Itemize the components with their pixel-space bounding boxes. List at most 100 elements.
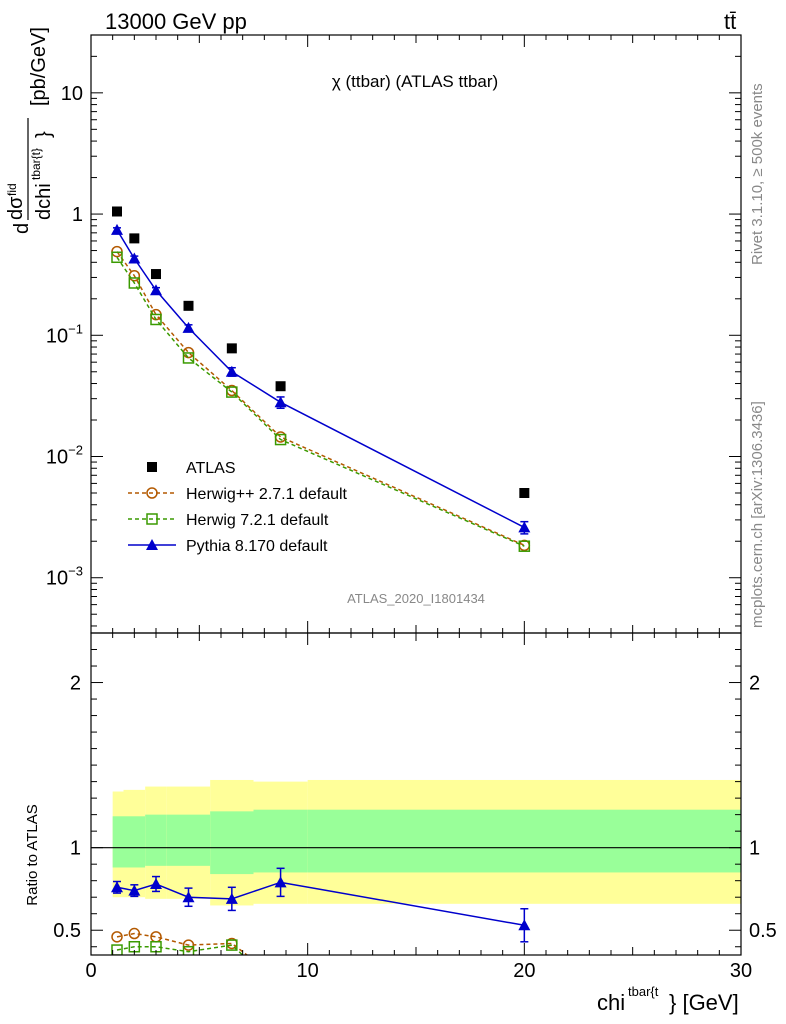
svg-text:dσ: dσ bbox=[5, 196, 27, 220]
ratio-point bbox=[128, 927, 141, 940]
legend-label: Herwig 7.2.1 default bbox=[186, 512, 329, 529]
data-point bbox=[275, 381, 286, 392]
data-point bbox=[128, 252, 141, 264]
series-line bbox=[116, 229, 525, 529]
svg-text:d: d bbox=[11, 223, 33, 234]
data-point bbox=[150, 284, 162, 296]
stat-uncertainty-band bbox=[210, 811, 254, 875]
data-point bbox=[274, 431, 287, 443]
ratio-y-tick-label: 2 bbox=[70, 673, 81, 695]
ratio-line bbox=[116, 944, 244, 955]
legend-entry-3: Pythia 8.170 default bbox=[128, 538, 328, 555]
x-tick-label: 20 bbox=[513, 960, 535, 982]
y-tick-label: 10 bbox=[61, 83, 83, 105]
rivet-label: Rivet 3.1.10, ≥ 500k events bbox=[749, 83, 766, 265]
ratio-line bbox=[116, 932, 248, 955]
process-label: tt̄ bbox=[724, 9, 736, 34]
svg-text:[pb/GeV]: [pb/GeV] bbox=[28, 27, 50, 106]
data-point bbox=[112, 206, 122, 217]
legend-label: Herwig++ 2.7.1 default bbox=[186, 486, 348, 503]
legend: ATLAS Herwig++ 2.7.1 default Herwig 7.2.1 … bbox=[128, 460, 348, 555]
legend-label: ATLAS bbox=[186, 460, 236, 477]
data-point bbox=[182, 352, 195, 364]
legend-marker bbox=[146, 513, 158, 525]
ratio-series-group bbox=[111, 867, 531, 955]
svg-text:} [GeV]: } [GeV] bbox=[669, 990, 739, 1015]
series-0 bbox=[112, 206, 530, 498]
ratio-point bbox=[225, 892, 238, 904]
ratio-series-2 bbox=[111, 867, 531, 943]
ratio-point bbox=[182, 891, 195, 903]
data-point bbox=[519, 487, 530, 498]
y-tick-label: 10−1 bbox=[46, 321, 83, 347]
data-point bbox=[129, 233, 140, 244]
data-point bbox=[274, 396, 287, 408]
ratio-y-axis-label: Ratio to ATLAS bbox=[24, 804, 41, 905]
ratio-point bbox=[226, 939, 238, 951]
ratio-point bbox=[182, 939, 195, 951]
svg-text:tbar{t}: tbar{t} bbox=[29, 148, 43, 180]
stat-uncertainty-band bbox=[307, 809, 741, 873]
ratio-y-tick-label: 0.5 bbox=[53, 920, 81, 942]
svg-text:fid: fid bbox=[5, 183, 19, 196]
svg-text:}: } bbox=[33, 131, 55, 138]
legend-entry-0: ATLAS bbox=[147, 460, 236, 477]
data-point bbox=[182, 321, 195, 333]
svg-text:chi: chi bbox=[597, 990, 625, 1015]
series-1 bbox=[111, 245, 531, 552]
x-tick-label: 30 bbox=[730, 960, 752, 982]
ratio-series-1 bbox=[111, 939, 244, 955]
data-point bbox=[111, 223, 123, 235]
ratio-panel-data bbox=[111, 867, 531, 955]
series-2 bbox=[111, 251, 531, 552]
ratio-y-tick-label-right: 0.5 bbox=[749, 920, 777, 942]
legend-label: Pythia 8.170 default bbox=[186, 538, 328, 555]
svg-text:tbar{t: tbar{t bbox=[628, 984, 659, 999]
ratio-point bbox=[518, 919, 531, 931]
legend-marker bbox=[146, 539, 158, 550]
data-point bbox=[226, 343, 237, 354]
ratio-uncertainty-bands bbox=[91, 779, 741, 906]
data-point bbox=[150, 313, 162, 326]
axes: 0 10 20 30 10−3 10−2 10−1 1 10 0.5 0.5 1 1 2 2 bbox=[46, 34, 777, 982]
ratio-point bbox=[274, 876, 287, 888]
data-point bbox=[111, 251, 123, 264]
svg-text:dchi: dchi bbox=[33, 183, 55, 220]
mcplots-label: mcplots.cern.ch [arXiv:1306.3436] bbox=[749, 401, 766, 628]
y-tick-label: 10−2 bbox=[46, 443, 83, 469]
x-tick-label: 10 bbox=[297, 960, 319, 982]
stat-uncertainty-band bbox=[123, 816, 146, 868]
ratio-point bbox=[150, 877, 162, 889]
main-panel-data bbox=[111, 206, 531, 552]
stat-uncertainty-band bbox=[166, 814, 211, 866]
ratio-series-0 bbox=[111, 927, 248, 955]
ratio-y-tick-label-right: 2 bbox=[749, 673, 760, 695]
analysis-id: ATLAS_2020_I1801434 bbox=[347, 591, 485, 606]
main-y-axis-label: d dσ fid dchi tbar{t} } [pb/GeV] bbox=[5, 27, 55, 234]
x-axis-label: chi tbar{t } [GeV] bbox=[597, 984, 739, 1015]
stat-uncertainty-band bbox=[112, 816, 124, 868]
data-point bbox=[183, 300, 194, 311]
data-point bbox=[226, 386, 238, 398]
data-point bbox=[274, 433, 287, 446]
ratio-y-tick-label-right: 1 bbox=[749, 838, 760, 860]
ratio-point bbox=[111, 944, 123, 955]
legend-marker bbox=[146, 487, 158, 499]
series-line bbox=[116, 256, 525, 547]
data-point bbox=[225, 365, 238, 377]
legend-entry-1: Herwig++ 2.7.1 default bbox=[128, 486, 348, 503]
energy-label: 13000 GeV pp bbox=[105, 9, 247, 34]
data-point bbox=[518, 540, 531, 552]
data-point bbox=[128, 277, 141, 289]
ratio-point bbox=[111, 881, 123, 893]
y-tick-label: 10−3 bbox=[46, 564, 83, 590]
series-line bbox=[116, 251, 525, 547]
ratio-y-tick-label: 1 bbox=[70, 838, 81, 860]
y-tick-label: 1 bbox=[72, 204, 83, 226]
stat-uncertainty-band bbox=[145, 814, 167, 866]
data-point bbox=[518, 521, 531, 533]
data-point bbox=[151, 269, 161, 280]
x-tick-label: 0 bbox=[85, 960, 96, 982]
ratio-point bbox=[111, 931, 123, 943]
